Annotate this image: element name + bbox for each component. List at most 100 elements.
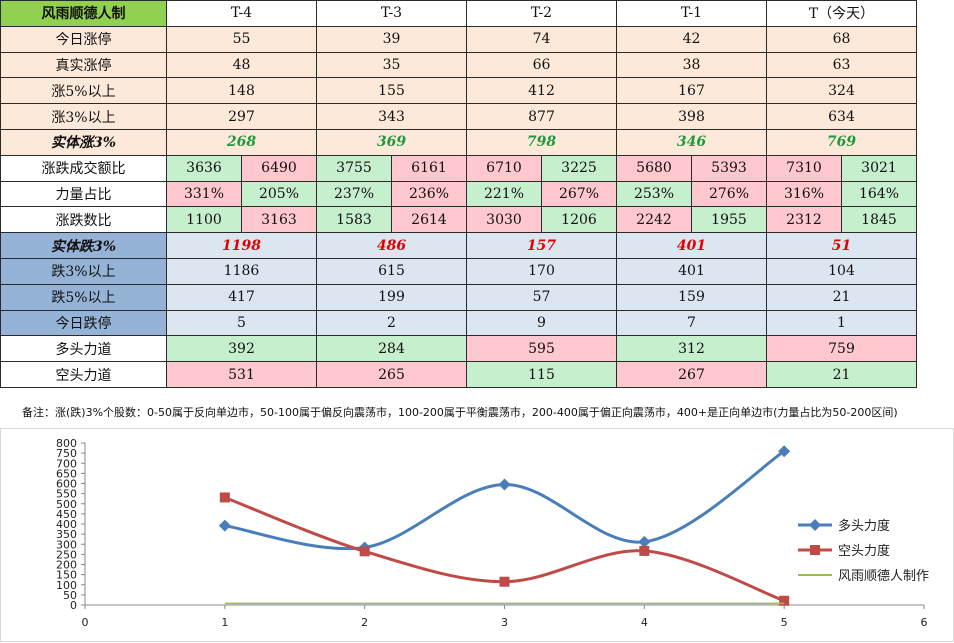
table-cell: 48 (166, 51, 317, 79)
row-label: 涨跌数比 (0, 206, 167, 234)
x-tick-label: 2 (361, 616, 368, 629)
y-tick-label: 400 (56, 518, 77, 531)
data-table: 风雨顺德人制 T-4 T-3 T-2 T-1 T（今天） 今日涨停 55 39 74 42 68 真实涨… (0, 0, 917, 388)
table-cell: 798 (466, 128, 617, 156)
table-cell: 68 (766, 25, 917, 53)
x-tick-label: 5 (781, 616, 788, 629)
table-cell: 35 (316, 51, 467, 79)
table-cell: 531 (166, 361, 317, 388)
table-cell: 331% (166, 180, 242, 208)
table-cell: 486 (316, 232, 467, 259)
x-tick-label: 3 (501, 616, 508, 629)
table-cell: 63 (766, 51, 917, 79)
table-cell: 205% (241, 180, 317, 208)
entity-up-row: 实体涨3% 268 369 798 346 769 (0, 128, 917, 156)
table-cell: 417 (166, 283, 317, 311)
legend-label: 风雨顺德人制作 (838, 569, 929, 584)
table-cell: 1186 (166, 257, 317, 285)
table-cell: 3225 (541, 154, 617, 182)
row-label: 多头力道 (0, 335, 167, 363)
corner-cell: 风雨顺德人制 (0, 0, 167, 27)
table-cell: 51 (766, 232, 917, 259)
y-tick-label: 150 (56, 569, 77, 582)
y-tick-label: 800 (56, 437, 77, 450)
data-point (779, 595, 790, 606)
table-cell: 7 (616, 309, 767, 337)
table-cell: 39 (316, 25, 467, 53)
force-row: 空头力道 531 265 115 267 21 (0, 361, 917, 388)
table-cell: 369 (316, 128, 467, 156)
y-tick-label: 600 (56, 478, 77, 491)
x-tick-label: 6 (921, 616, 928, 629)
y-tick-label: 100 (56, 579, 77, 592)
pair-row: 涨跌数比 1100 3163 1583 2614 3030 1206 2242 1955 2312… (0, 206, 917, 234)
data-point (218, 519, 231, 532)
header-row: 风雨顺德人制 T-4 T-3 T-2 T-1 T（今天） (0, 0, 917, 27)
row-label: 真实涨停 (0, 51, 167, 79)
table-cell: 159 (616, 283, 767, 311)
table-cell: 343 (316, 103, 467, 130)
table-cell: 157 (466, 232, 617, 259)
table-cell: 3636 (166, 154, 242, 182)
table-cell: 392 (166, 335, 317, 363)
table-cell: 3030 (466, 206, 542, 234)
table-cell: 2242 (616, 206, 692, 234)
table-cell: 6161 (391, 154, 467, 182)
table-cell: 268 (166, 128, 317, 156)
y-tick-label: 200 (56, 559, 77, 572)
row-label: 涨3%以上 (0, 103, 167, 130)
data-point (638, 535, 651, 548)
table-cell: 2614 (391, 206, 467, 234)
table-cell: 595 (466, 335, 617, 363)
table-cell: 401 (616, 257, 767, 285)
y-tick-label: 500 (56, 498, 77, 511)
table-cell: 7310 (766, 154, 842, 182)
table-cell: 267% (541, 180, 617, 208)
x-tick-label: 0 (82, 616, 89, 629)
row-label: 实体跌3% (0, 232, 167, 259)
pair-row: 力量占比 331% 205% 237% 236% 221% 267% 253% 276% 316%… (0, 180, 917, 208)
table-cell: 2312 (766, 206, 842, 234)
y-tick-label: 300 (56, 538, 77, 551)
y-tick-label: 700 (56, 457, 77, 470)
table-row: 涨3%以上 297 343 877 398 634 (0, 103, 917, 130)
column-header: T-2 (466, 0, 617, 27)
table-cell: 253% (616, 180, 692, 208)
table-cell: 148 (166, 77, 317, 105)
y-tick-label: 550 (56, 488, 77, 501)
table-cell: 21 (766, 361, 917, 388)
row-label: 空头力道 (0, 361, 167, 388)
table-cell: 1198 (166, 232, 317, 259)
legend-marker (810, 545, 820, 555)
table-cell: 55 (166, 25, 317, 53)
table-cell: 66 (466, 51, 617, 79)
row-label: 今日跌停 (0, 309, 167, 337)
table-cell: 324 (766, 77, 917, 105)
y-tick-label: 650 (56, 467, 77, 480)
table-cell: 6710 (466, 154, 542, 182)
table-cell: 9 (466, 309, 617, 337)
table-cell: 297 (166, 103, 317, 130)
entity-down-row: 实体跌3% 1198 486 157 401 51 (0, 232, 917, 259)
column-header: T-4 (166, 0, 317, 27)
data-point (498, 478, 511, 491)
table-cell: 1100 (166, 206, 242, 234)
row-label: 力量占比 (0, 180, 167, 208)
table-cell: 267 (616, 361, 767, 388)
table-row: 今日跌停 5 2 9 7 1 (0, 309, 917, 337)
force-row: 多头力道 392 284 595 312 759 (0, 335, 917, 363)
column-header: T-3 (316, 0, 467, 27)
table-cell: 5 (166, 309, 317, 337)
chart-frame (0, 428, 954, 642)
table-cell: 3163 (241, 206, 317, 234)
table-cell: 284 (316, 335, 467, 363)
row-label: 实体涨3% (0, 128, 167, 156)
table-cell: 276% (691, 180, 767, 208)
force-line-chart: 0501001502002503003504004505005506006507… (0, 428, 954, 642)
y-tick-label: 750 (56, 447, 77, 460)
y-tick-label: 250 (56, 548, 77, 561)
table-cell: 38 (616, 51, 767, 79)
table-cell: 759 (766, 335, 917, 363)
table-cell: 42 (616, 25, 767, 53)
table-cell: 164% (841, 180, 917, 208)
